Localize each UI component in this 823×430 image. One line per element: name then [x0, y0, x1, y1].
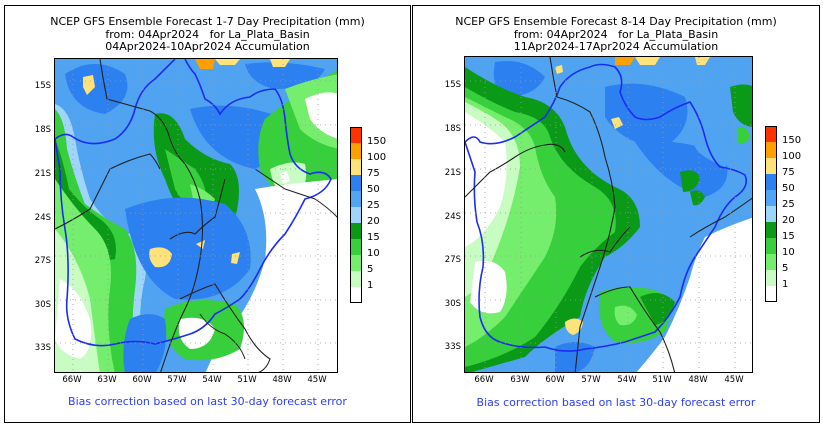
- title-line-1: NCEP GFS Ensemble Forecast 8-14 Day Prec…: [455, 15, 777, 28]
- forecast-panel-week1: NCEP GFS Ensemble Forecast 1-7 Day Preci…: [4, 5, 411, 423]
- legend-swatch: [765, 158, 777, 174]
- lat-label: 21S: [444, 168, 461, 178]
- lat-label: 18S: [34, 125, 51, 135]
- legend-label: 5: [367, 264, 374, 275]
- title-line-2: from: 04Apr2024 for La_Plata_Basin: [105, 27, 310, 41]
- title-line-2: from: 04Apr2024 for La_Plata_Basin: [513, 27, 719, 41]
- legend-swatch: [765, 222, 777, 238]
- lon-label: 63W: [97, 375, 117, 385]
- bias-correction-note: Bias correction based on last 30-day for…: [476, 396, 756, 409]
- legend-label: 50: [367, 184, 380, 195]
- lat-label: 27S: [444, 255, 461, 265]
- lat-label: 30S: [444, 299, 461, 309]
- legend-label: 15: [367, 232, 380, 243]
- lon-label: 48W: [688, 375, 708, 385]
- precipitation-map: [54, 58, 338, 373]
- title-line-3: 04Apr2024-10Apr2024 Accumulation: [105, 40, 310, 53]
- lon-label: 66W: [62, 375, 82, 385]
- legend-swatch: [350, 255, 362, 271]
- lon-label: 63W: [510, 375, 530, 385]
- legend-label: 50: [782, 183, 795, 194]
- lat-label: 15S: [34, 81, 51, 91]
- legend-swatch: [765, 142, 777, 158]
- legend-label: 75: [367, 168, 380, 179]
- lat-label: 33S: [34, 343, 51, 353]
- lon-label: 60W: [545, 375, 565, 385]
- lon-label: 48W: [272, 375, 292, 385]
- lat-label: 24S: [34, 213, 51, 223]
- lat-label: 21S: [34, 169, 51, 179]
- legend-label: 75: [782, 167, 795, 178]
- legend-swatch: [765, 190, 777, 206]
- legend-swatch: [765, 206, 777, 222]
- legend-swatch: [765, 270, 777, 286]
- lon-label: 60W: [132, 375, 152, 385]
- legend-label: 100: [367, 152, 387, 163]
- lat-label: 15S: [444, 80, 461, 90]
- legend-label: 10: [782, 247, 795, 258]
- bias-correction-note: Bias correction based on last 30-day for…: [68, 395, 347, 408]
- legend-swatch: [350, 175, 362, 191]
- lat-label: 24S: [444, 212, 461, 222]
- lat-label: 33S: [444, 342, 461, 352]
- legend-swatch: [765, 126, 777, 142]
- lon-label: 45W: [724, 375, 744, 385]
- lon-label: 45W: [307, 375, 327, 385]
- legend-swatch: [350, 287, 362, 303]
- lon-label: 54W: [202, 375, 222, 385]
- legend-label: 10: [367, 248, 380, 259]
- legend-label: 150: [367, 136, 387, 147]
- legend-label: 15: [782, 231, 795, 242]
- legend-swatch: [350, 223, 362, 239]
- lon-label: 57W: [167, 375, 187, 385]
- lat-label: 27S: [34, 256, 51, 266]
- lon-label: 57W: [581, 375, 601, 385]
- legend-label: 25: [367, 200, 380, 211]
- legend-swatch: [765, 254, 777, 270]
- legend-swatch: [765, 286, 777, 302]
- legend-label: 20: [782, 215, 795, 226]
- legend-swatch: [350, 159, 362, 175]
- lon-label: 51W: [237, 375, 257, 385]
- legend-label: 20: [367, 216, 380, 227]
- legend-swatch: [350, 191, 362, 207]
- legend-label: 25: [782, 199, 795, 210]
- legend-swatch: [765, 174, 777, 190]
- legend-label: 150: [782, 135, 802, 146]
- legend-swatch: [350, 143, 362, 159]
- legend-swatch: [765, 238, 777, 254]
- legend-swatch: [350, 239, 362, 255]
- map-graphic: [55, 59, 337, 372]
- legend-label: 100: [782, 151, 802, 162]
- lon-label: 54W: [617, 375, 637, 385]
- forecast-panel-week2: NCEP GFS Ensemble Forecast 8-14 Day Prec…: [412, 5, 820, 423]
- title-line-3: 11Apr2024-17Apr2024 Accumulation: [513, 40, 719, 53]
- legend-label: 1: [367, 280, 374, 291]
- lat-label: 30S: [34, 300, 51, 310]
- legend-label: 5: [782, 263, 789, 274]
- legend-swatch: [350, 127, 362, 143]
- panel-title: NCEP GFS Ensemble Forecast 8-14 Day Prec…: [413, 15, 819, 54]
- lat-label: 18S: [444, 124, 461, 134]
- lon-label: 51W: [652, 375, 672, 385]
- legend-swatch: [350, 271, 362, 287]
- precipitation-map: [464, 56, 753, 373]
- map-graphic: [465, 57, 752, 372]
- legend-label: 1: [782, 279, 789, 290]
- legend-swatch: [350, 207, 362, 223]
- lon-label: 66W: [474, 375, 494, 385]
- panel-title: NCEP GFS Ensemble Forecast 1-7 Day Preci…: [5, 15, 410, 54]
- title-line-1: NCEP GFS Ensemble Forecast 1-7 Day Preci…: [50, 15, 365, 28]
